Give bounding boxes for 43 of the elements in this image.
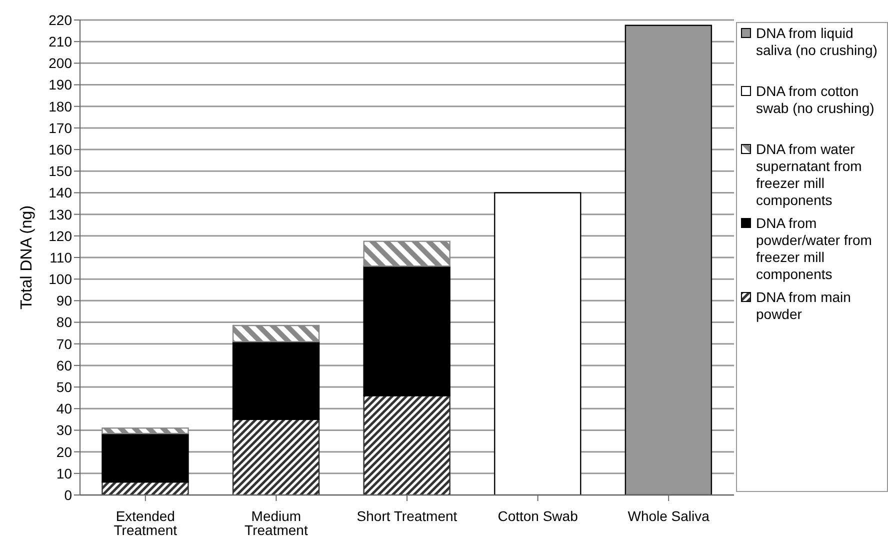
y-tick-label: 120: [48, 228, 72, 244]
y-tick-label: 160: [48, 142, 72, 158]
y-tick-label: 210: [48, 34, 72, 50]
y-tick-label: 20: [56, 444, 72, 460]
y-tick-label: 90: [56, 292, 72, 309]
y-axis-title: Total DNA (ng): [18, 205, 36, 310]
bar: [494, 192, 582, 495]
bar: [232, 324, 320, 342]
bar: [363, 395, 450, 495]
legend-label: DNA from main powder: [756, 289, 852, 323]
y-tick-label: 110: [50, 249, 72, 266]
y-tick-label: 40: [56, 400, 72, 417]
y-tick-label: 200: [48, 55, 72, 72]
y-tick-label: 80: [56, 314, 72, 330]
legend-label: DNA from water supernatant from freezer mill components: [756, 141, 863, 209]
y-tick-label: 190: [48, 76, 72, 93]
bar: [232, 418, 320, 495]
y-tick-label: 10: [56, 465, 72, 482]
y-tick-label: 30: [56, 422, 72, 438]
y-tick-label: 50: [56, 379, 72, 396]
x-tick-label: Whole Saliva: [628, 508, 710, 524]
bar: [363, 240, 450, 267]
y-tick-label: 150: [48, 163, 72, 180]
x-tick-label: Extended Treatment: [114, 508, 178, 538]
x-tick-label: Short Treatment: [356, 508, 458, 524]
legend-label: DNA from cotton swab (no crushing): [756, 83, 876, 117]
legend-label: DNA from liquid saliva (no crushing): [756, 25, 878, 59]
y-tick-label: 70: [56, 336, 72, 352]
legend-label: DNA from powder/water from freezer mill components: [756, 215, 873, 283]
y-tick-label: 170: [48, 120, 72, 136]
y-tick-label: 130: [48, 206, 72, 222]
y-tick-label: 140: [48, 184, 72, 201]
y-tick-label: 60: [56, 357, 72, 374]
bar: [232, 341, 320, 420]
y-tick-label: 220: [48, 12, 72, 28]
y-tick-label: 180: [48, 98, 72, 114]
y-tick-label: 0: [64, 486, 72, 503]
bar: [102, 432, 189, 483]
bar: [363, 266, 450, 396]
bar: [102, 427, 189, 434]
x-tick-label: Medium Treatment: [244, 508, 308, 538]
y-tick-label: 100: [48, 271, 72, 288]
x-tick-label: Cotton Swab: [498, 508, 578, 524]
